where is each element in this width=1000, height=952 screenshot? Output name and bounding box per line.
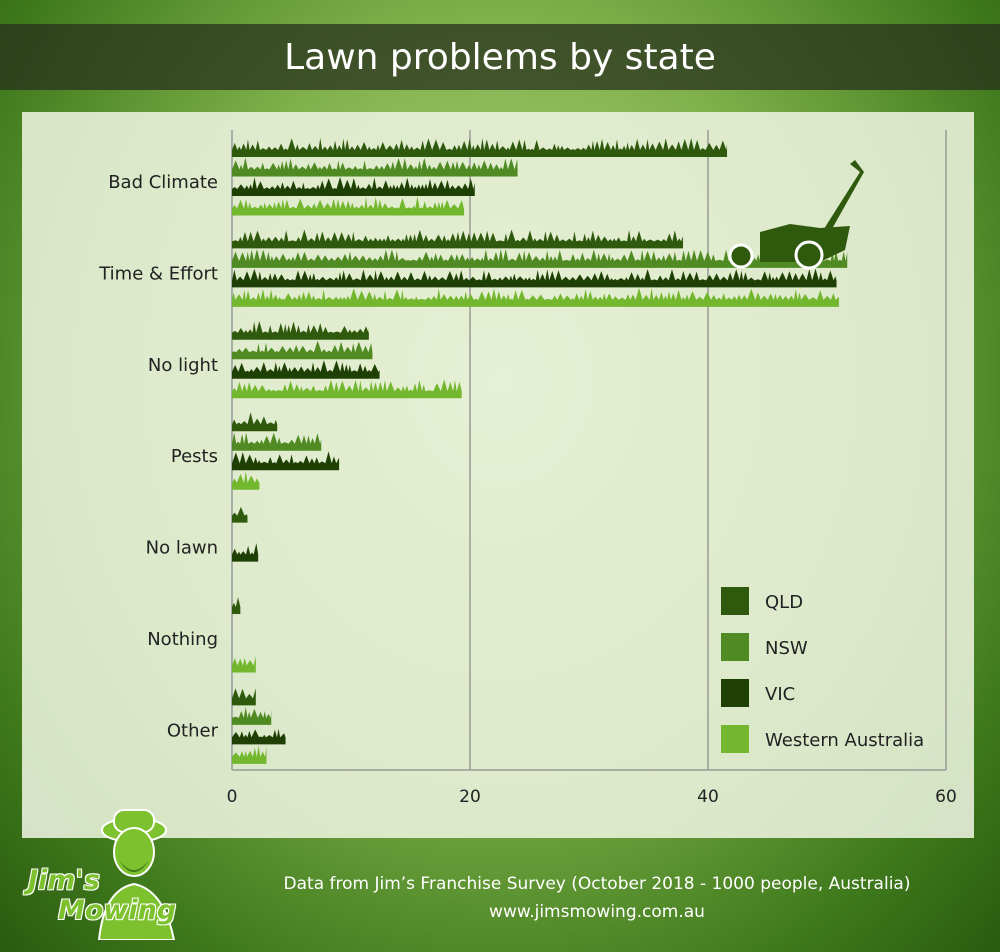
category-label: Bad Climate bbox=[108, 172, 218, 193]
bar-qld bbox=[232, 320, 369, 340]
bar-western-australia bbox=[232, 379, 462, 399]
footer: Data from Jim’s Franchise Survey (Octobe… bbox=[232, 870, 962, 926]
bar-nsw bbox=[232, 157, 518, 177]
category-label: Nothing bbox=[147, 629, 218, 650]
legend-label: QLD bbox=[765, 592, 803, 613]
bar-western-australia bbox=[232, 471, 260, 490]
category-label: Time & Effort bbox=[98, 263, 218, 284]
bar-vic bbox=[232, 543, 259, 562]
mower-wheel bbox=[794, 240, 824, 270]
bar-qld bbox=[232, 506, 248, 523]
bar-qld bbox=[232, 138, 728, 157]
legend-label: VIC bbox=[765, 684, 795, 705]
bar-qld bbox=[232, 412, 278, 432]
category-label: Pests bbox=[171, 446, 218, 467]
x-tick-label: 60 bbox=[935, 787, 957, 807]
bar-vic bbox=[232, 451, 340, 471]
page-title: Lawn problems by state bbox=[284, 36, 716, 78]
jims-mowing-logo bbox=[97, 809, 176, 940]
legend-swatch bbox=[721, 679, 749, 707]
source-note: Data from Jim’s Franchise Survey (Octobe… bbox=[283, 874, 911, 894]
legend-swatch bbox=[721, 587, 749, 615]
category-label: Other bbox=[167, 720, 219, 741]
legend-label: NSW bbox=[765, 638, 808, 659]
bar-nsw bbox=[232, 432, 322, 451]
title-bar: Lawn problems by state bbox=[0, 24, 1000, 90]
bar-qld bbox=[232, 597, 241, 614]
lawn-mower-icon bbox=[728, 160, 864, 270]
mower-wheel bbox=[728, 243, 754, 269]
bar-vic bbox=[232, 360, 380, 379]
x-tick-label: 40 bbox=[697, 787, 719, 807]
bar-western-australia bbox=[232, 288, 839, 307]
bar-nsw bbox=[232, 340, 373, 360]
bar-vic bbox=[232, 728, 286, 745]
bar-western-australia bbox=[232, 656, 256, 673]
legend-swatch bbox=[721, 633, 749, 661]
bar-vic bbox=[232, 177, 475, 196]
mower-handle bbox=[822, 160, 864, 236]
category-label: No lawn bbox=[146, 538, 218, 559]
logo-line1: Jim's bbox=[28, 865, 100, 896]
bar-nsw bbox=[232, 706, 272, 725]
legend-swatch bbox=[721, 725, 749, 753]
bar-western-australia bbox=[232, 745, 267, 764]
bar-qld bbox=[232, 688, 256, 706]
logo-line2: Mowing bbox=[58, 895, 177, 926]
x-tick-label: 20 bbox=[459, 787, 481, 807]
x-tick-label: 0 bbox=[227, 787, 238, 807]
legend-label: Western Australia bbox=[765, 730, 924, 751]
bar-vic bbox=[232, 268, 837, 288]
bar-nsw bbox=[232, 249, 848, 268]
logo-text: Jim's Mowing bbox=[28, 866, 176, 926]
website-link[interactable]: www.jimsmowing.com.au bbox=[489, 902, 705, 922]
bar-western-australia bbox=[232, 196, 465, 216]
bar-qld bbox=[232, 229, 684, 249]
category-label: No light bbox=[148, 355, 218, 376]
